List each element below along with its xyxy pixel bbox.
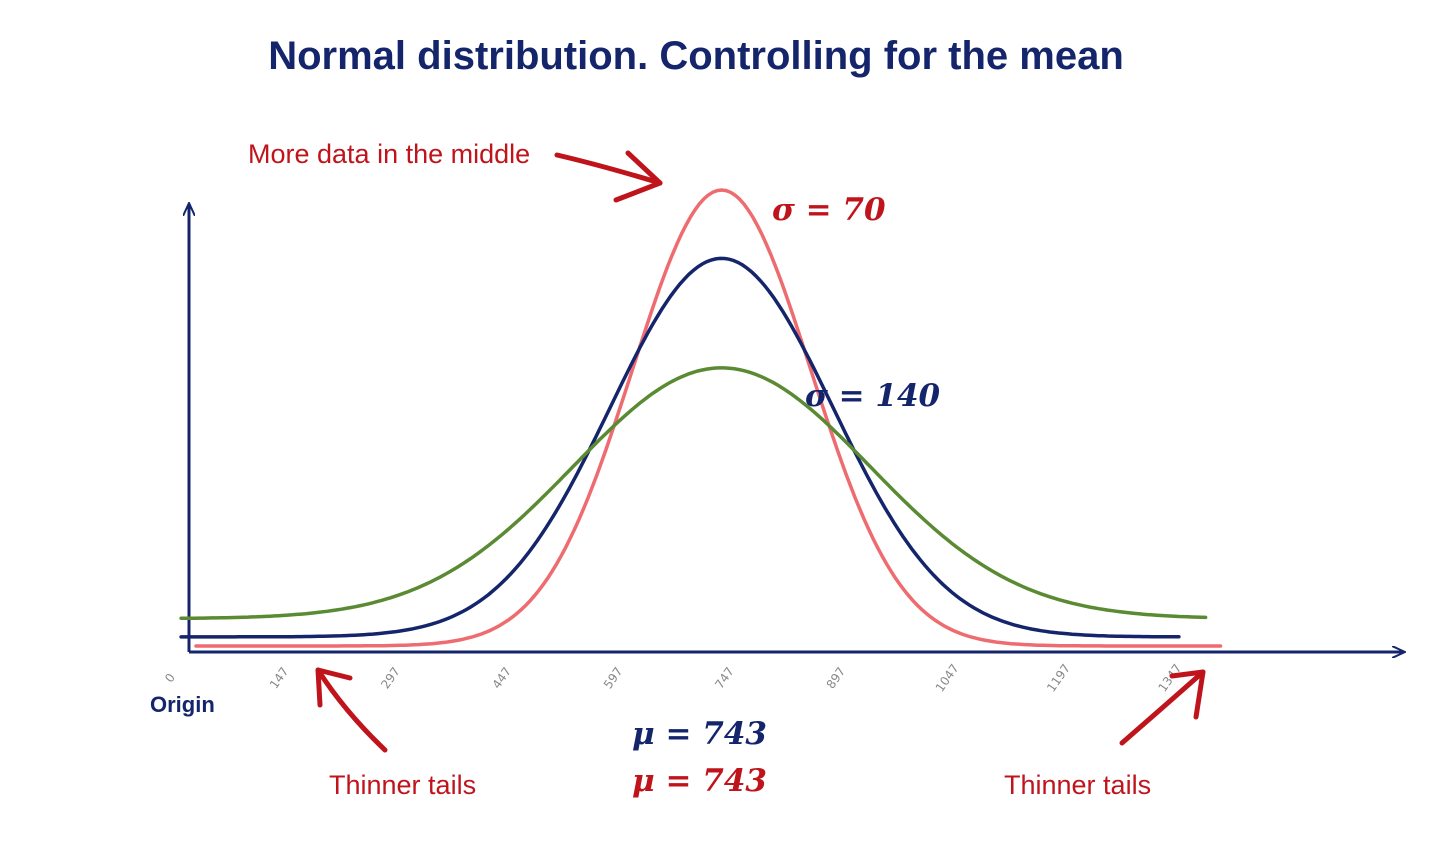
x-tick-label: 597 [601, 665, 626, 692]
origin-label: Origin [150, 692, 215, 717]
mu-label-red: μ = 743 [632, 763, 767, 799]
x-tick-label: 147 [267, 665, 292, 692]
distribution-curve-2 [179, 256, 1181, 639]
curves [179, 188, 1223, 648]
mu-label-blue: μ = 743 [632, 716, 767, 752]
x-tick-label: 447 [490, 665, 515, 692]
annotation-thinner-tails-left: Thinner tails [329, 770, 477, 800]
annotation-more-data: More data in the middle [248, 139, 531, 169]
x-tick-label: 897 [824, 665, 849, 692]
x-tick-labels: 0 147 297 447 597 747 897 1047 1197 1347 [162, 661, 1184, 694]
x-tick-label: 297 [378, 665, 403, 692]
arrow-right-tail-icon [1119, 669, 1206, 746]
distribution-curve-3 [179, 366, 1208, 621]
annotation-thinner-tails-right: Thinner tails [1004, 770, 1152, 800]
distribution-curve-1 [194, 188, 1223, 648]
page-title: Normal distribution. Controlling for the… [268, 34, 1124, 78]
arrow-left-tail-icon [315, 667, 388, 753]
sigma-140-label: σ = 140 [805, 378, 941, 414]
x-tick-label: 1047 [933, 661, 962, 694]
sigma-70-label: σ = 70 [772, 192, 886, 228]
x-tick-label: 747 [712, 665, 737, 692]
arrow-middle-icon [554, 150, 663, 203]
x-tick-label: 0 [162, 671, 178, 685]
x-tick-label: 1197 [1044, 661, 1073, 694]
